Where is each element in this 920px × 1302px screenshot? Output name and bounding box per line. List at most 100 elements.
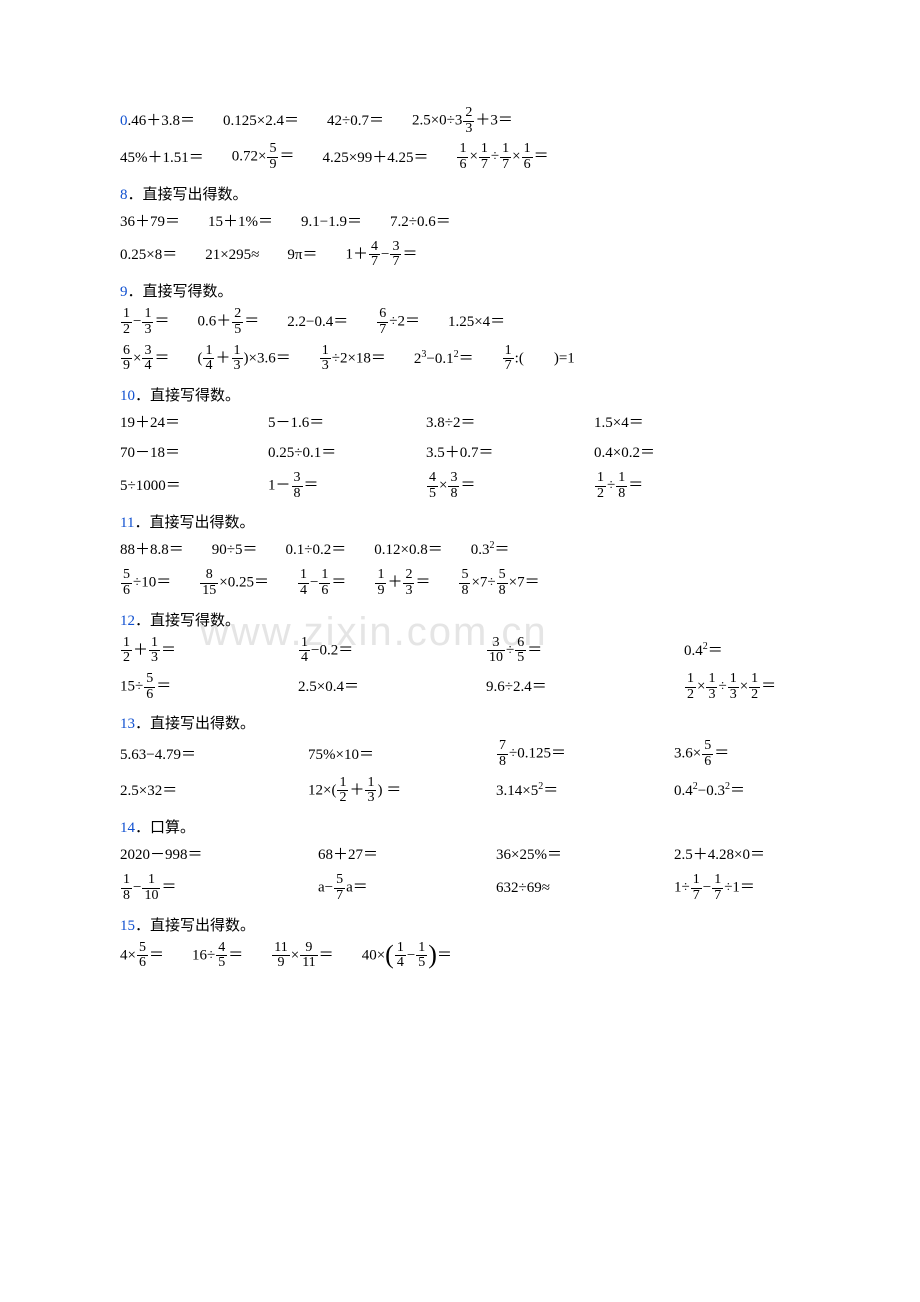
denominator: 4 bbox=[395, 956, 406, 971]
expr-part: 16÷ bbox=[192, 947, 215, 963]
expr-part: :( )=1 bbox=[515, 350, 575, 366]
expr-part: ＝ bbox=[730, 783, 745, 799]
expression: 0.46＋3.8＝ bbox=[120, 109, 223, 133]
expression: 90÷5＝ bbox=[212, 538, 286, 562]
denominator: 6 bbox=[137, 956, 148, 971]
numerator: 5 bbox=[702, 739, 713, 755]
expression: 310÷65＝ bbox=[486, 636, 684, 666]
expr-part: ＝ bbox=[228, 947, 243, 963]
denominator: 4 bbox=[298, 584, 309, 599]
expression: 17:( )=1 bbox=[502, 344, 603, 374]
numerator: 1 bbox=[142, 307, 153, 323]
denominator: 6 bbox=[121, 584, 132, 599]
expression: 12×(12＋13) ＝ bbox=[308, 776, 496, 806]
numerator: 1 bbox=[503, 344, 514, 360]
expression: 3.14×52＝ bbox=[496, 779, 674, 803]
fraction: 13 bbox=[232, 344, 243, 374]
heading-dot: ． bbox=[128, 284, 143, 300]
expression: 19＋23＝ bbox=[374, 568, 458, 598]
numerator: 3 bbox=[448, 471, 459, 487]
expr-part: ＝ bbox=[714, 746, 729, 762]
section-heading: 15．直接写出得数。 bbox=[120, 914, 800, 935]
fraction: 12 bbox=[337, 776, 348, 806]
denominator: 7 bbox=[500, 158, 511, 173]
denominator: 3 bbox=[365, 791, 376, 806]
numerator: 6 bbox=[121, 344, 132, 360]
heading-number: 10 bbox=[120, 388, 135, 404]
expr-part: ＝ bbox=[459, 351, 474, 367]
numerator: 8 bbox=[200, 568, 218, 584]
numerator: 5 bbox=[459, 568, 470, 584]
denominator: 5 bbox=[416, 956, 427, 971]
denominator: 6 bbox=[144, 688, 155, 703]
section-heading: 10．直接写得数。 bbox=[120, 384, 800, 405]
denominator: 10 bbox=[142, 889, 160, 904]
numerator: 5 bbox=[121, 568, 132, 584]
expression: 18−110＝ bbox=[120, 873, 318, 903]
fraction: 16 bbox=[522, 142, 533, 172]
problem-row: 56÷10＝ 815×0.25＝ 14−16＝ 19＋23＝ 58×7÷58×7… bbox=[120, 568, 800, 598]
expression: 9π＝ bbox=[287, 243, 345, 267]
problem-row: 2.5×32＝ 12×(12＋13) ＝ 3.14×52＝ 0.42−0.32＝ bbox=[120, 776, 800, 806]
expression: 2.5×0÷323＋3＝ bbox=[412, 106, 541, 136]
denominator: 8 bbox=[121, 889, 132, 904]
op: ＋ bbox=[133, 642, 148, 658]
denominator: 8 bbox=[497, 755, 508, 770]
section-heading: 12．直接写得数。 bbox=[120, 609, 800, 630]
expr-part: ＝ bbox=[494, 542, 509, 558]
numerator: 6 bbox=[515, 636, 526, 652]
expr-part: ＝ bbox=[244, 314, 259, 330]
denominator: 3 bbox=[463, 122, 474, 137]
expr-part: ÷10＝ bbox=[133, 575, 171, 591]
numerator: 1 bbox=[595, 471, 606, 487]
numerator: 1 bbox=[298, 568, 309, 584]
expression: 1÷17−17÷1＝ bbox=[674, 873, 783, 903]
section-heading: 11．直接写出得数。 bbox=[120, 511, 800, 532]
problem-row: 0.46＋3.8＝ 0.125×2.4＝ 42÷0.7＝ 2.5×0÷323＋3… bbox=[120, 106, 800, 136]
expression: 2.5×32＝ bbox=[120, 779, 308, 803]
numerator: 1 bbox=[416, 941, 427, 957]
expr-part: ＝ bbox=[279, 149, 294, 165]
numerator: 1 bbox=[457, 142, 468, 158]
op: × bbox=[291, 947, 299, 963]
heading-dot: ． bbox=[128, 187, 143, 203]
numerator: 5 bbox=[137, 941, 148, 957]
expression: 36×25%＝ bbox=[496, 843, 674, 867]
denominator: 9 bbox=[375, 584, 386, 599]
heading-dot: ． bbox=[135, 388, 150, 404]
fraction: 59 bbox=[267, 142, 278, 172]
fraction: 14 bbox=[298, 568, 309, 598]
fraction: 15 bbox=[416, 941, 427, 971]
expr-part: 1－ bbox=[268, 478, 291, 494]
numerator: 2 bbox=[403, 568, 414, 584]
denominator: 2 bbox=[685, 688, 696, 703]
fraction: 45 bbox=[216, 941, 227, 971]
fraction: 17 bbox=[479, 142, 490, 172]
expr-part: ＝ bbox=[402, 246, 417, 262]
expression: 3.6×56＝ bbox=[674, 739, 757, 769]
expression: 815×0.25＝ bbox=[199, 568, 297, 598]
expression: 58×7÷58×7＝ bbox=[458, 568, 567, 598]
expr-part: −0.1 bbox=[426, 351, 453, 367]
expression: 14−16＝ bbox=[297, 568, 374, 598]
numerator: 9 bbox=[300, 941, 317, 957]
numerator: 1 bbox=[749, 672, 760, 688]
op: ÷ bbox=[506, 642, 514, 658]
denominator: 3 bbox=[728, 688, 739, 703]
fraction: 56 bbox=[144, 672, 155, 702]
op: × bbox=[439, 478, 447, 494]
expr-part: 4× bbox=[120, 947, 136, 963]
expression: 42÷0.7＝ bbox=[327, 109, 412, 133]
fraction: 58 bbox=[497, 568, 508, 598]
numerator: 1 bbox=[728, 672, 739, 688]
fraction: 16 bbox=[457, 142, 468, 172]
expression: 5÷1000＝ bbox=[120, 474, 268, 498]
op: − bbox=[133, 880, 141, 896]
numerator: 1 bbox=[500, 142, 511, 158]
expr-part: ÷2＝ bbox=[389, 314, 420, 330]
heading-number: 14 bbox=[120, 820, 135, 836]
numerator: 1 bbox=[706, 672, 717, 688]
expr-part: ÷2×18＝ bbox=[332, 350, 386, 366]
expr-part: 0.4 bbox=[674, 783, 693, 799]
expr-part: ＝ bbox=[156, 679, 171, 695]
